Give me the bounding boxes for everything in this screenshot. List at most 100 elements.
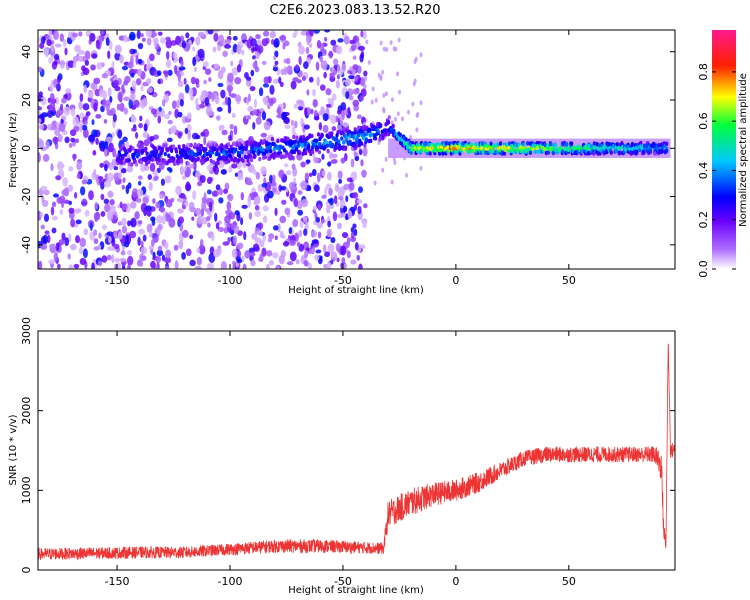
heatmap-cell (311, 230, 318, 238)
heatmap-cell (227, 158, 231, 164)
heatmap-cell (371, 86, 375, 92)
heatmap-cell (79, 237, 86, 248)
heatmap-cell (209, 246, 215, 255)
heatmap-cell (316, 76, 320, 87)
heatmap-cell (279, 155, 283, 160)
heatmap-cell (346, 250, 351, 259)
heatmap-cell (43, 46, 50, 56)
heatmap-cell (216, 44, 222, 51)
heatmap-cell (142, 97, 147, 106)
heatmap-cell (269, 148, 273, 154)
heatmap-cell (101, 255, 108, 263)
heatmap-cell (205, 151, 210, 157)
bottom-y-ticks: 0 1000 2000 3000 (20, 317, 675, 574)
heatmap-cell (171, 100, 177, 110)
heatmap-cell (316, 132, 321, 137)
heatmap-cell (138, 228, 145, 235)
heatmap-cell (231, 67, 239, 76)
heatmap-cell (307, 185, 312, 192)
heatmap-cell (74, 192, 78, 199)
heatmap-cell (337, 109, 342, 115)
heatmap-cell (396, 111, 400, 117)
heatmap-cell (74, 138, 80, 144)
heatmap-cell (353, 151, 358, 157)
heatmap-cell (294, 30, 298, 36)
heatmap-cell (63, 106, 71, 116)
y-tick-label: 0 (20, 145, 33, 152)
heatmap-cell (167, 69, 173, 76)
heatmap-cell (335, 243, 341, 252)
heatmap-cell (121, 155, 125, 161)
heatmap-cell (206, 216, 211, 222)
heatmap-cell (374, 97, 378, 103)
heatmap-cell (415, 127, 419, 133)
heatmap-cell (297, 151, 301, 156)
heatmap-cell (78, 31, 83, 37)
heatmap-cell (298, 229, 303, 238)
heatmap-cell (515, 148, 519, 153)
heatmap-cell (338, 196, 344, 201)
heatmap-cell (178, 66, 186, 71)
heatmap-cell (104, 180, 111, 188)
heatmap-cell (179, 159, 184, 164)
heatmap-cell (297, 106, 304, 111)
heatmap-cell (263, 177, 267, 185)
heatmap-cell (123, 96, 130, 102)
heatmap-cell (267, 237, 273, 243)
heatmap-cell (153, 153, 157, 159)
heatmap-cell (172, 144, 176, 149)
heatmap-cell (384, 91, 388, 97)
heatmap-cell (386, 120, 391, 125)
heatmap-cell (93, 238, 99, 245)
heatmap-cell (140, 240, 144, 247)
heatmap-cell (272, 187, 277, 193)
heatmap-cell (316, 172, 321, 183)
heatmap-cell (222, 50, 228, 58)
heatmap-cell (148, 181, 153, 192)
heatmap-cell (197, 48, 205, 59)
heatmap-cell (279, 81, 284, 88)
heatmap-cell (345, 91, 350, 100)
heatmap-cell (70, 107, 76, 117)
heatmap-cell (130, 72, 135, 78)
heatmap-cell (326, 261, 332, 269)
heatmap-cell (364, 75, 368, 81)
heatmap-cell (293, 197, 299, 208)
heatmap-cell (609, 150, 613, 155)
heatmap-cell (313, 184, 320, 192)
heatmap-cell (205, 156, 210, 162)
heatmap-cell (528, 150, 533, 155)
heatmap-cell (329, 67, 334, 73)
top-y-ticks: -40 -20 0 20 40 (20, 45, 675, 254)
heatmap-cell (369, 132, 373, 137)
heatmap-cell (498, 141, 503, 146)
heatmap-cell (81, 179, 88, 185)
heatmap-cell (356, 114, 362, 120)
heatmap-cell (322, 113, 329, 122)
heatmap-cell (49, 92, 55, 101)
heatmap-cell (165, 148, 170, 153)
heatmap-cell (219, 156, 223, 161)
heatmap-cell (117, 171, 122, 179)
heatmap-cell (57, 133, 63, 143)
heatmap-cell (199, 238, 204, 249)
heatmap-cell (224, 39, 232, 45)
heatmap-cell (322, 244, 327, 253)
heatmap-cell (320, 133, 324, 138)
colorbar-tick-label: 0.6 (697, 112, 710, 130)
heatmap-cell (52, 215, 58, 221)
heatmap-cell (119, 147, 123, 152)
heatmap-cell (195, 36, 201, 46)
heatmap-cell (163, 151, 167, 157)
heatmap-cell (142, 131, 149, 138)
heatmap-cell (178, 216, 185, 224)
heatmap-cell (179, 165, 184, 176)
heatmap-cell (376, 129, 380, 134)
heatmap-cell (151, 218, 156, 226)
heatmap-cell (230, 157, 234, 162)
heatmap-cell (346, 239, 351, 248)
heatmap-cell (352, 99, 360, 107)
heatmap-cell (212, 46, 217, 53)
heatmap-cell (304, 107, 308, 117)
heatmap-cell (70, 218, 76, 228)
